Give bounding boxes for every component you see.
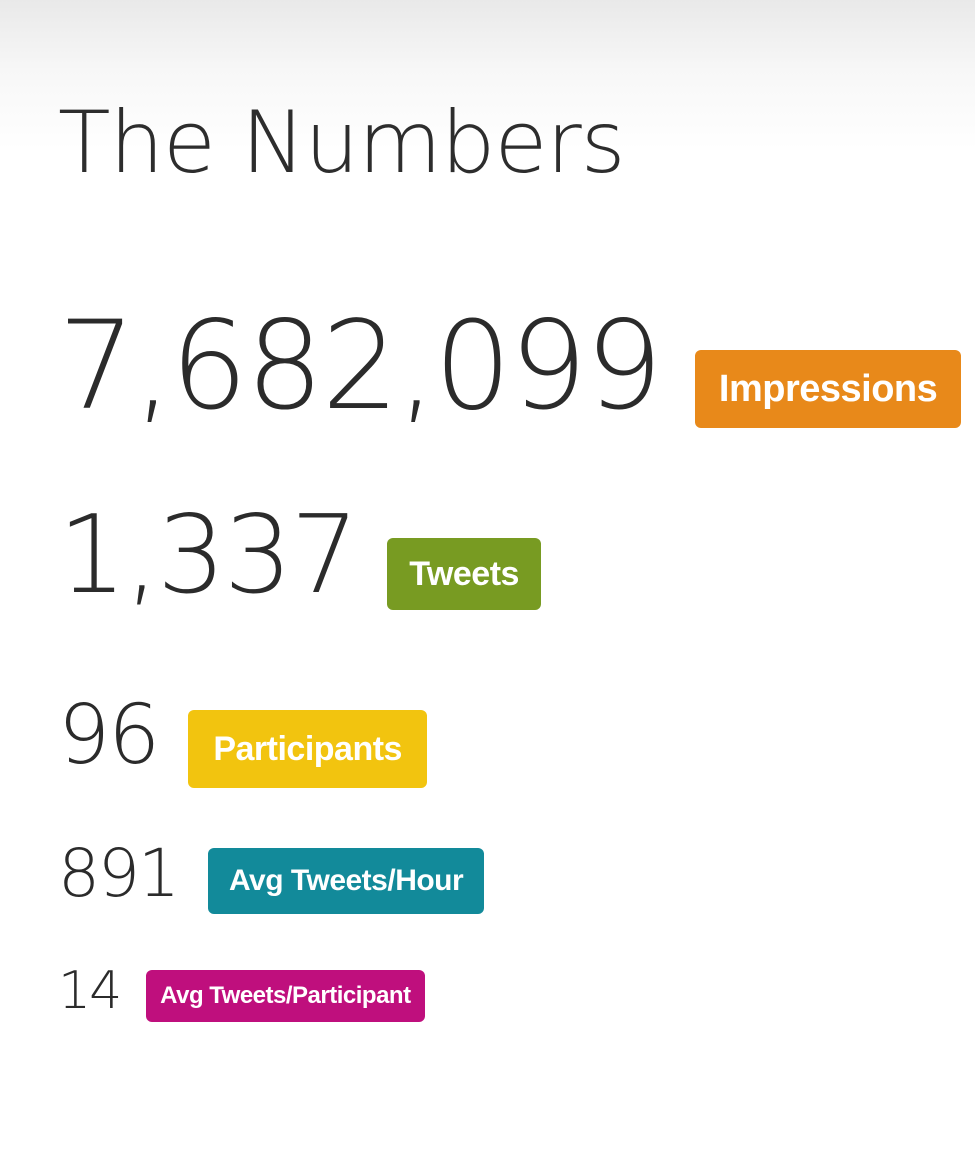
stat-avg-tweets-per-participant: 14 Avg Tweets/Participant — [58, 958, 425, 1024]
stat-value: 96 — [58, 688, 160, 783]
stat-avg-tweets-per-hour: 891 Avg Tweets/Hour — [58, 832, 485, 916]
stat-participants: 96 Participants — [58, 684, 427, 788]
stat-value: 7,682,099 — [58, 295, 663, 437]
stat-label-badge: Impressions — [694, 350, 962, 428]
stat-value: 891 — [58, 835, 180, 912]
stat-impressions: 7,682,099 Impressions — [58, 295, 962, 437]
stat-label-badge: Avg Tweets/Hour — [207, 848, 485, 914]
stat-value: 14 — [58, 961, 122, 1021]
stat-label-badge: Tweets — [387, 538, 541, 610]
stat-label-badge: Participants — [188, 710, 427, 788]
stat-tweets: 1,337 Tweets — [58, 494, 541, 618]
stat-value: 1,337 — [58, 493, 359, 618]
page-title: The Numbers — [58, 93, 626, 193]
stat-label-badge: Avg Tweets/Participant — [146, 970, 425, 1022]
